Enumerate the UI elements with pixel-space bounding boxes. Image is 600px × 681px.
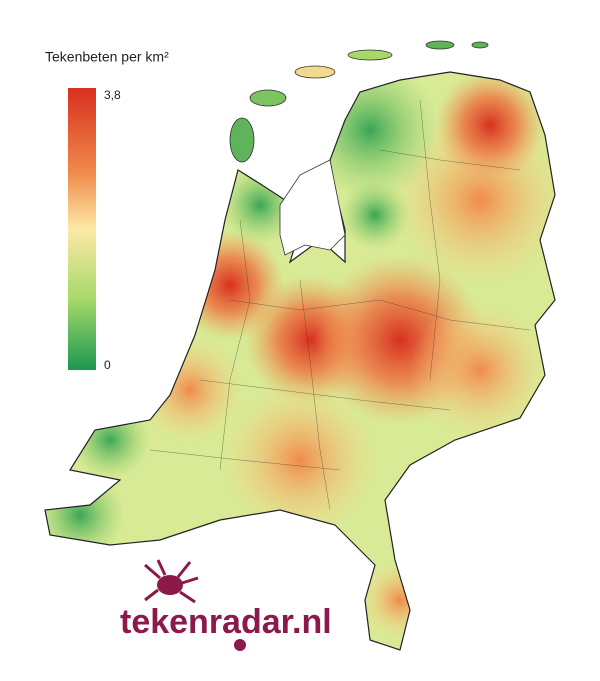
- wadden-islands: [229, 40, 489, 163]
- tick-icon: [144, 559, 246, 651]
- legend: Tekenbeten per km² 3,8 0: [45, 49, 169, 372]
- scale-min-label: 0: [104, 358, 111, 372]
- scale-max-label: 3,8: [104, 88, 121, 102]
- legend-title: Tekenbeten per km²: [45, 49, 169, 65]
- logo: tekenradar.nl: [120, 559, 332, 651]
- color-scale: [68, 88, 96, 370]
- municipality-borders: [149, 99, 531, 511]
- logo-text: tekenradar.nl: [120, 603, 332, 641]
- ijsselmeer: [279, 159, 346, 256]
